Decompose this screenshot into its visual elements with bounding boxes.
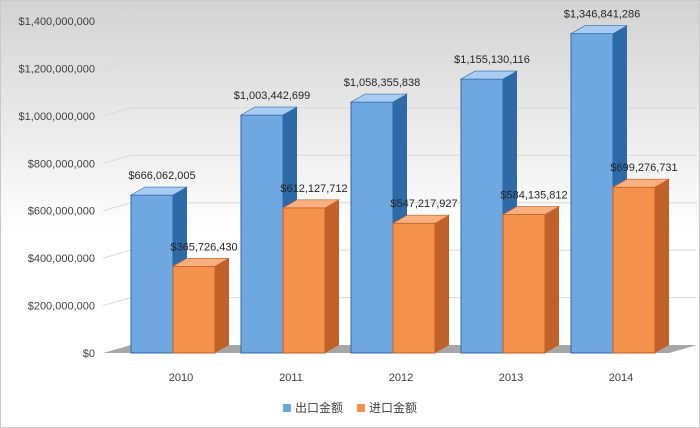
data-label: $1,155,130,116 xyxy=(454,54,530,66)
data-label: $699,276,731 xyxy=(610,162,677,174)
y-tick-label: $800,000,000 xyxy=(28,158,95,170)
bar-side xyxy=(655,179,669,353)
data-label: $365,726,430 xyxy=(170,241,237,253)
bar-top xyxy=(281,199,341,209)
bar-import xyxy=(281,199,341,354)
bar-top xyxy=(459,70,519,80)
bar-import xyxy=(611,178,671,354)
bar-face xyxy=(130,194,174,354)
bar-side xyxy=(545,206,559,353)
data-label: $1,003,442,699 xyxy=(234,90,310,102)
gridline xyxy=(102,12,697,22)
bar-face xyxy=(350,101,394,354)
data-label: $584,135,812 xyxy=(500,189,567,201)
y-tick-label: $600,000,000 xyxy=(28,206,95,218)
legend-swatch-import xyxy=(357,403,365,412)
x-tick-label: 2012 xyxy=(389,372,413,384)
y-tick-label: $200,000,000 xyxy=(28,301,95,313)
legend-item-export[interactable]: 出口金额 xyxy=(282,399,343,416)
y-tick-label: $1,200,000,000 xyxy=(19,63,95,75)
data-label: $666,062,005 xyxy=(128,170,195,182)
bar-side xyxy=(435,215,449,353)
bar-face xyxy=(240,114,284,354)
legend-swatch-export xyxy=(282,403,291,412)
y-tick-label: $0 xyxy=(83,348,95,360)
bar-top xyxy=(349,93,409,103)
bar-top xyxy=(171,257,231,267)
x-tick-label: 2014 xyxy=(609,372,633,384)
data-label: $1,346,841,286 xyxy=(564,9,640,21)
legend-label-import: 进口金额 xyxy=(369,401,418,415)
bar-top xyxy=(239,106,299,116)
x-tick-label: 2011 xyxy=(279,372,303,384)
bar-side xyxy=(215,258,229,353)
data-label: $547,217,927 xyxy=(390,198,457,210)
y-tick-label: $1,000,000,000 xyxy=(19,111,95,123)
bar-face xyxy=(612,186,656,354)
bar-side xyxy=(325,199,339,353)
legend-label-export: 出口金额 xyxy=(294,401,343,415)
bar-face xyxy=(502,213,546,354)
bar-face xyxy=(282,207,326,354)
bar-face xyxy=(460,78,504,354)
bar-top xyxy=(391,214,451,224)
gridline xyxy=(102,59,697,69)
bar-face xyxy=(570,33,614,354)
bar-top xyxy=(129,186,189,196)
legend: 出口金额 进口金额 xyxy=(1,399,699,416)
y-tick-label: $400,000,000 xyxy=(28,253,95,265)
bar-face xyxy=(172,265,216,354)
x-tick-label: 2013 xyxy=(499,372,523,384)
bar-top xyxy=(611,178,671,188)
bar-top xyxy=(501,206,561,215)
bar-import xyxy=(501,206,561,354)
bar-top xyxy=(569,25,629,34)
x-tick-label: 2010 xyxy=(169,372,193,384)
y-tick-label: $1,400,000,000 xyxy=(19,16,95,28)
bar-face xyxy=(392,222,436,354)
data-label: $612,127,712 xyxy=(280,183,347,195)
bar-export xyxy=(459,70,519,354)
bar-import xyxy=(391,214,451,354)
bar-import xyxy=(171,257,231,354)
legend-item-import[interactable]: 进口金额 xyxy=(357,399,417,416)
data-label: $1,058,355,838 xyxy=(344,77,420,89)
